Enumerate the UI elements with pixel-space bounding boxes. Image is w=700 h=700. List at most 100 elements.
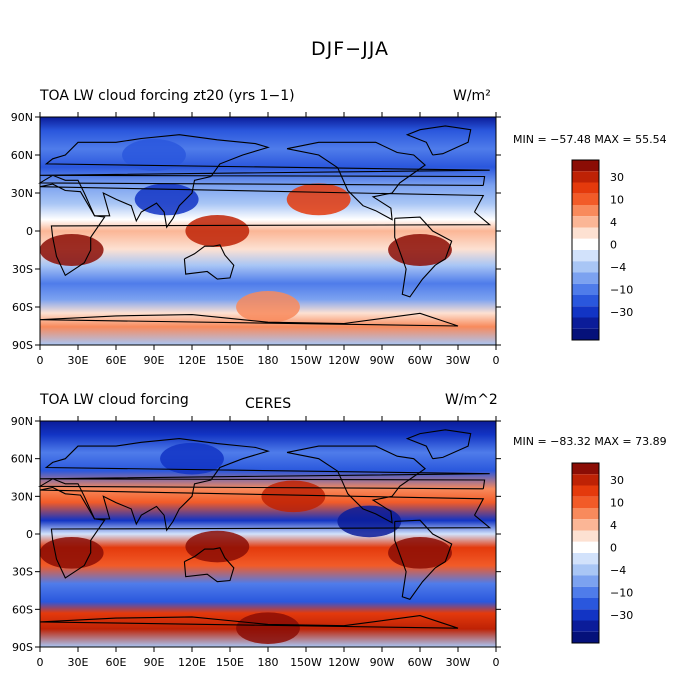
coastline-samerica bbox=[394, 216, 453, 298]
coastline-australia bbox=[183, 244, 235, 280]
map-panel-2: 0 30E 60E 90E 120E 150E 180 150W 120W 90W 60W 30W 09… bbox=[11, 415, 501, 669]
colorbar-swatch bbox=[572, 227, 599, 239]
colorbar-swatch bbox=[572, 250, 599, 262]
y-tick-label: 90N bbox=[11, 415, 33, 428]
coastline-eurasia bbox=[38, 438, 490, 532]
x-tick-label: 60E bbox=[106, 354, 127, 367]
colorbar-frame bbox=[571, 462, 600, 644]
colorbar-swatch bbox=[572, 508, 599, 520]
coastline-australia bbox=[183, 547, 235, 583]
colorbar-label: 30 bbox=[610, 474, 624, 487]
colorbar-label: −10 bbox=[610, 586, 633, 599]
panel2-min-max: MIN = −83.32 MAX = 73.89 bbox=[513, 435, 667, 448]
x-tick-label: 120E bbox=[178, 656, 206, 669]
map-panel-1: 0 30E 60E 90E 120E 150E 180 150W 120W 90W 60W 30W 09… bbox=[11, 111, 501, 367]
colorbar-swatch bbox=[572, 261, 599, 273]
colorbar-swatch bbox=[572, 160, 599, 172]
colorbar-label: 10 bbox=[610, 193, 624, 206]
colorbar-swatch bbox=[572, 216, 599, 228]
x-tick-label: 60W bbox=[408, 354, 433, 367]
y-tick-label: 0 bbox=[26, 225, 33, 238]
field-blob-4 bbox=[185, 530, 250, 563]
colorbar-label: −4 bbox=[610, 564, 626, 577]
x-tick-label: 180 bbox=[258, 656, 279, 669]
colorbar-frame bbox=[571, 159, 600, 341]
coastline-greenland bbox=[405, 429, 472, 460]
y-tick-label: 60S bbox=[12, 301, 33, 314]
y-tick-label: 60N bbox=[11, 149, 33, 162]
field-blob-1 bbox=[236, 291, 300, 323]
colorbar-swatch bbox=[572, 317, 599, 329]
coastline-namerica bbox=[286, 445, 426, 524]
colorbar-swatch bbox=[572, 631, 599, 643]
colorbar-label: 4 bbox=[610, 216, 617, 229]
x-tick-label: 90W bbox=[370, 354, 395, 367]
coastline-samerica bbox=[394, 519, 453, 600]
y-tick-label: 90S bbox=[12, 339, 33, 352]
field-blob-3 bbox=[388, 537, 452, 569]
panel2-title: TOA LW cloud forcing bbox=[40, 392, 189, 408]
colorbar-swatch bbox=[572, 463, 599, 475]
x-tick-label: 30W bbox=[446, 656, 471, 669]
x-tick-label: 120W bbox=[328, 656, 360, 669]
colorbar-swatch bbox=[572, 586, 599, 598]
colorbar-swatch bbox=[572, 193, 599, 205]
x-tick-label: 120W bbox=[328, 354, 360, 367]
x-tick-label: 30W bbox=[446, 354, 471, 367]
field-blob-2 bbox=[39, 537, 104, 569]
x-tick-label: 30E bbox=[68, 354, 89, 367]
coastline-antarctica bbox=[39, 312, 459, 327]
colorbar-swatch bbox=[572, 609, 599, 621]
panel2-units: W/m^2 bbox=[445, 392, 498, 408]
colorbar-swatch bbox=[572, 171, 599, 183]
colorbar-swatch bbox=[572, 272, 599, 284]
colorbar-swatch bbox=[572, 238, 599, 250]
x-tick-label: 180 bbox=[258, 354, 279, 367]
x-tick-label: 150W bbox=[290, 656, 322, 669]
map-field bbox=[40, 421, 496, 647]
colorbar-swatch bbox=[572, 541, 599, 553]
panel1-min-max: MIN = −57.48 MAX = 55.54 bbox=[513, 133, 667, 146]
colorbar-label: 30 bbox=[610, 171, 624, 184]
y-tick-label: 30S bbox=[12, 566, 33, 579]
colorbar-swatch bbox=[572, 530, 599, 542]
field-blob-1 bbox=[236, 612, 300, 644]
colorbar-label: 0 bbox=[610, 238, 617, 251]
coastline-africa bbox=[39, 486, 492, 579]
colorbar-label: −30 bbox=[610, 306, 633, 319]
coastline-eurasia bbox=[38, 134, 490, 229]
y-tick-label: 60S bbox=[12, 603, 33, 616]
y-tick-label: 60N bbox=[11, 453, 33, 466]
colorbar-swatch bbox=[572, 328, 599, 340]
colorbar-swatch bbox=[572, 306, 599, 318]
y-tick-label: 30N bbox=[11, 187, 33, 200]
x-tick-label: 90W bbox=[370, 656, 395, 669]
colorbar-label: −10 bbox=[610, 283, 633, 296]
colorbar-2: 30 10 4 0 −4 −10 −30 bbox=[571, 462, 633, 644]
y-tick-label: 0 bbox=[26, 528, 33, 541]
x-tick-label: 60E bbox=[106, 656, 127, 669]
x-tick-label: 0 bbox=[493, 354, 500, 367]
colorbar-swatch bbox=[572, 620, 599, 632]
colorbar-swatch bbox=[572, 553, 599, 565]
panel2-source: CERES bbox=[245, 396, 292, 412]
x-tick-label: 90E bbox=[144, 656, 165, 669]
colorbar-swatch bbox=[572, 575, 599, 587]
field-blob-2 bbox=[39, 234, 104, 266]
y-tick-label: 30S bbox=[12, 263, 33, 276]
colorbar-swatch bbox=[572, 598, 599, 610]
panel1-units: W/m² bbox=[453, 88, 491, 104]
x-tick-label: 30E bbox=[68, 656, 89, 669]
colorbar-swatch bbox=[572, 295, 599, 307]
x-tick-label: 0 bbox=[37, 656, 44, 669]
x-tick-label: 0 bbox=[493, 656, 500, 669]
x-tick-label: 120E bbox=[178, 354, 206, 367]
colorbar-swatch bbox=[572, 519, 599, 531]
y-tick-label: 90S bbox=[12, 641, 33, 654]
field-blob-3 bbox=[388, 234, 452, 266]
field-blob-6 bbox=[337, 505, 402, 538]
field-blob-5 bbox=[261, 480, 326, 513]
colorbar-label: 10 bbox=[610, 496, 624, 509]
colorbar-label: 4 bbox=[610, 519, 617, 532]
